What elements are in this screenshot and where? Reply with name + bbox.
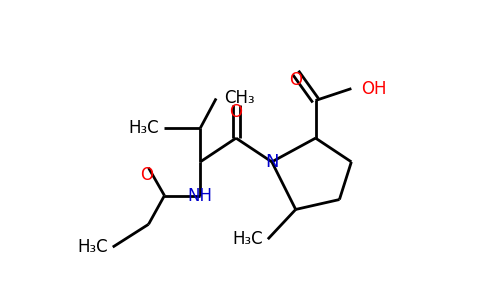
Text: H₃C: H₃C — [77, 238, 108, 256]
Text: OH: OH — [362, 80, 387, 98]
Text: O: O — [289, 71, 302, 89]
Text: O: O — [229, 103, 242, 122]
Text: H₃C: H₃C — [129, 119, 159, 137]
Text: NH: NH — [188, 187, 213, 205]
Text: O: O — [140, 166, 153, 184]
Text: CH₃: CH₃ — [224, 89, 255, 107]
Text: N: N — [265, 153, 279, 171]
Text: H₃C: H₃C — [232, 230, 263, 248]
